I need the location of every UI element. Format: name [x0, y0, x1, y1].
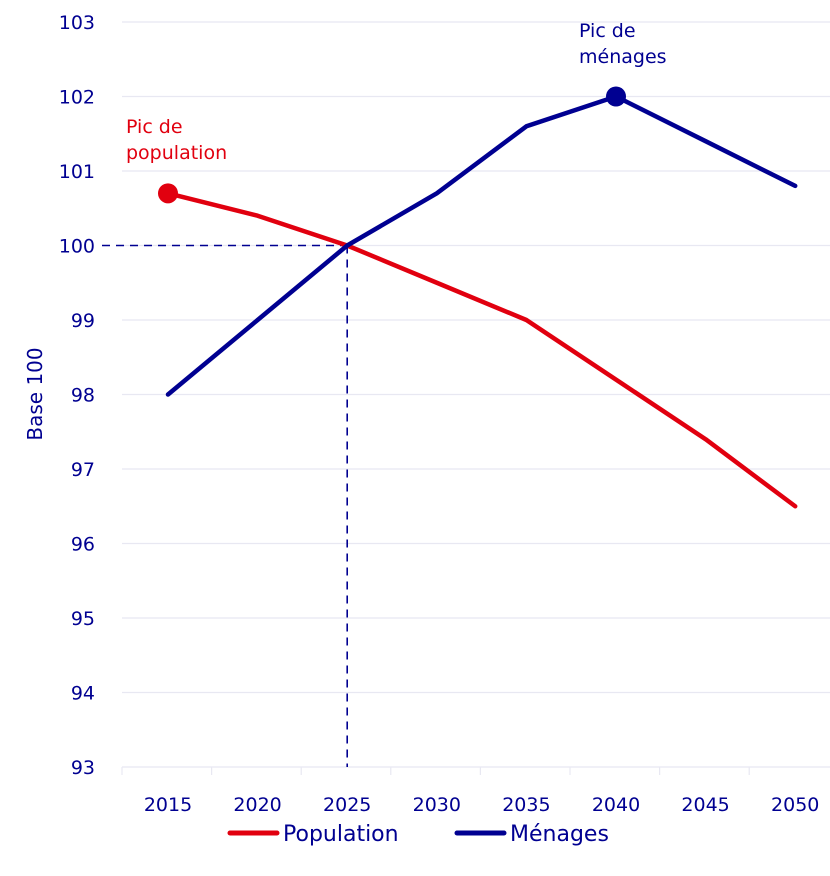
- x-axis: 2015 2020 2025 2030 2035 2040 2045 2050: [121, 767, 819, 816]
- y-tick-label-94: 94: [71, 683, 95, 705]
- x-tick-label-2035: 2035: [502, 794, 550, 816]
- y-tick-label-103: 103: [59, 12, 95, 34]
- y-tick-label-101: 101: [59, 161, 95, 183]
- y-tick-label-93: 93: [71, 757, 95, 779]
- x-tick-label-2040: 2040: [592, 794, 640, 816]
- reference-lines: [102, 244, 349, 767]
- y-axis-title: Base 100: [23, 347, 47, 440]
- y-tick-label-98: 98: [71, 385, 95, 407]
- legend-label-population: Population: [283, 822, 399, 847]
- peak-label-0-line-0: Pic de: [126, 116, 183, 138]
- x-tick-label-2045: 2045: [681, 794, 729, 816]
- peak-marker-0: [158, 183, 178, 204]
- x-tick-label-2015: 2015: [144, 794, 192, 816]
- peak-marker-1: [606, 86, 626, 107]
- x-tick-label-2020: 2020: [233, 794, 281, 816]
- peak-label-0-line-1: population: [126, 142, 227, 164]
- peak-label-1-line-1: ménages: [579, 46, 667, 68]
- annotations: Pic de population Pic de ménages: [126, 20, 667, 204]
- legend-label-menages: Ménages: [510, 822, 609, 847]
- y-tick-label-100: 100: [59, 236, 95, 258]
- y-axis: 93 94 95 96 97 98 99 100 101 102 103: [59, 12, 95, 779]
- x-tick-label-2030: 2030: [413, 794, 461, 816]
- y-tick-label-99: 99: [71, 310, 95, 332]
- y-tick-label-95: 95: [71, 608, 95, 630]
- y-tick-label-97: 97: [71, 459, 95, 481]
- gridlines: [122, 21, 830, 768]
- x-tick-label-2050: 2050: [771, 794, 819, 816]
- x-tick-label-2025: 2025: [323, 794, 371, 816]
- series-line-population: [165, 191, 798, 509]
- series-line-menages: [165, 94, 798, 397]
- legend: Population Ménages: [227, 822, 609, 847]
- series-lines: [165, 94, 798, 509]
- y-tick-label-102: 102: [59, 87, 95, 109]
- peak-label-1-line-0: Pic de: [579, 20, 636, 42]
- y-tick-label-96: 96: [71, 534, 95, 556]
